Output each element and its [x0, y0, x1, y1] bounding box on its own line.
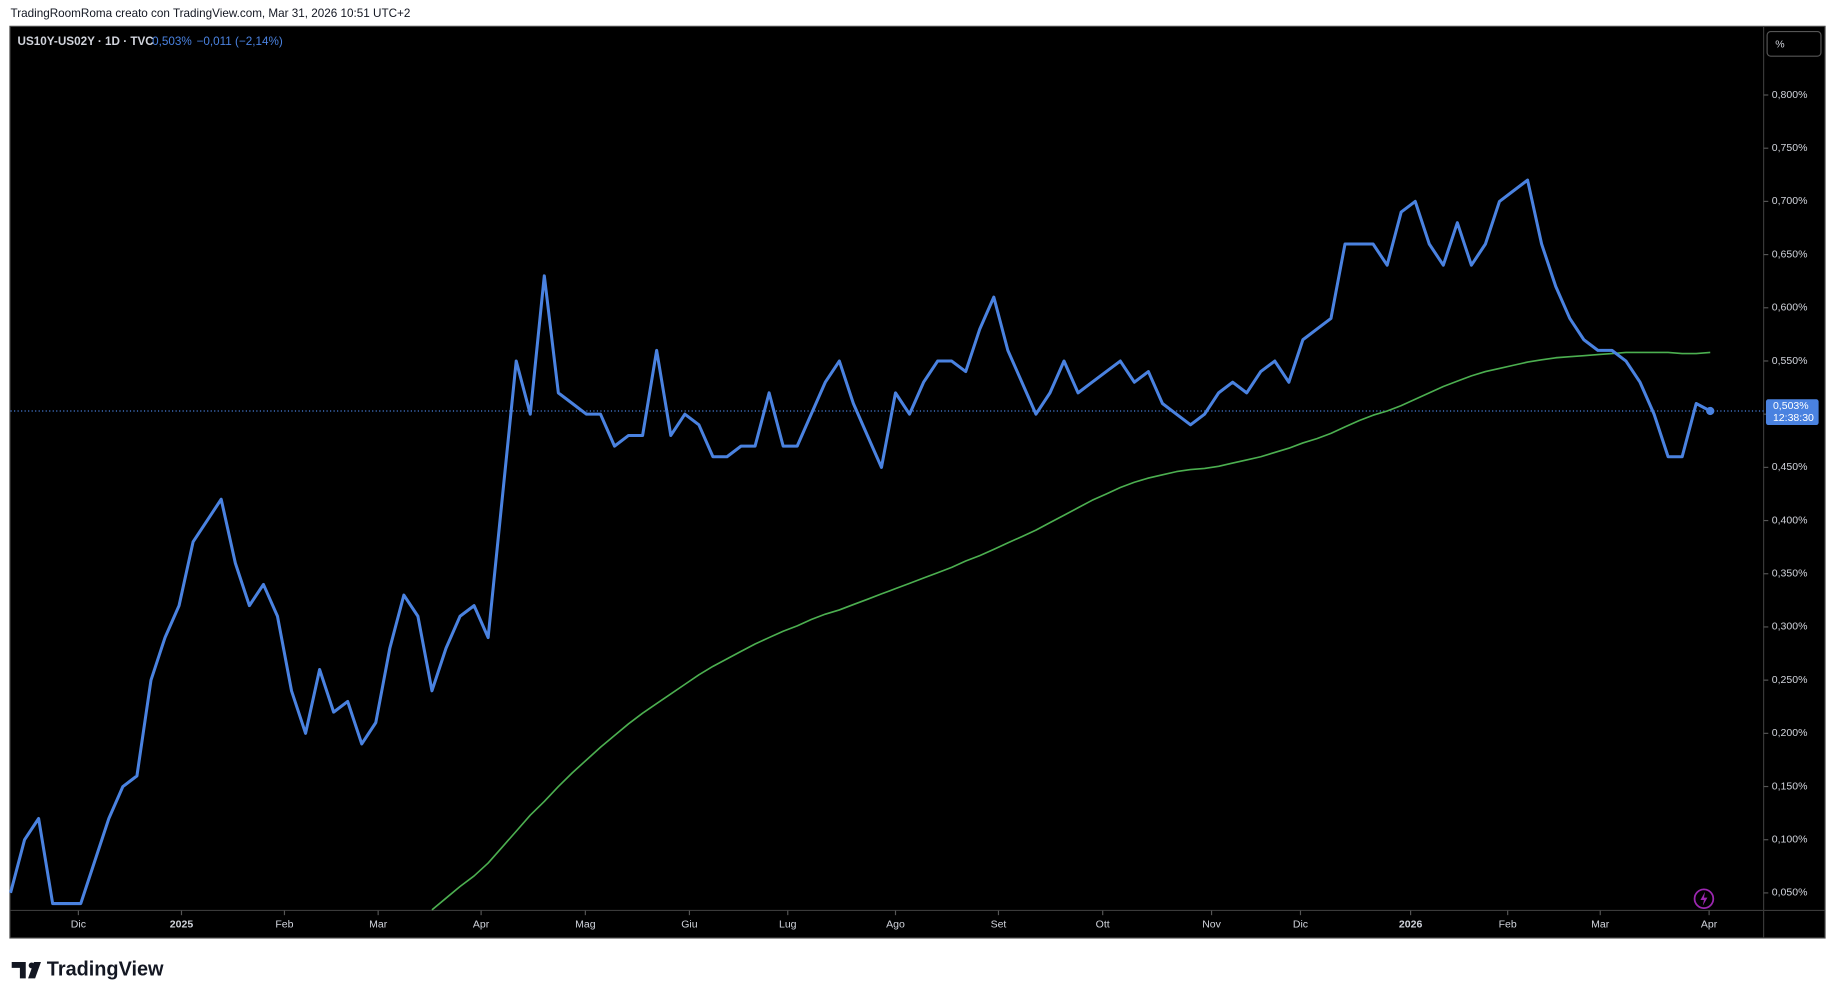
scale-button[interactable]: [1766, 31, 1822, 57]
y-tick-label: 0,300%: [1772, 621, 1808, 633]
x-tick-label: Mar: [1591, 918, 1610, 930]
tradingview-logo: TradingView: [11, 958, 164, 980]
y-tick-label: 0,450%: [1772, 461, 1808, 473]
x-tick-label: Nov: [1202, 918, 1221, 930]
y-tick-label: 0,700%: [1772, 195, 1808, 207]
x-tick-label: Dic: [71, 918, 86, 930]
price-tag-value: 0,503%: [1773, 400, 1809, 412]
x-tick-label: 2025: [170, 918, 194, 930]
y-tick-label: 0,100%: [1772, 834, 1808, 846]
scale-button-label[interactable]: %: [1775, 38, 1784, 50]
x-tick-label: Apr: [473, 918, 490, 930]
x-tick-label: Ago: [886, 918, 905, 930]
lightning-circle[interactable]: [1693, 888, 1715, 910]
lightning-bolt[interactable]: [1700, 891, 1708, 906]
series-line: [431, 351, 1711, 911]
x-tick-label: Apr: [1701, 918, 1718, 930]
y-tick-label: 0,250%: [1772, 674, 1808, 686]
x-tick-label: Mar: [369, 918, 388, 930]
x-tick-label: Giu: [681, 918, 698, 930]
x-tick-label: Mag: [575, 918, 596, 930]
price-tag-countdown: 12:38:30: [1773, 412, 1814, 424]
y-tick-label: 0,050%: [1772, 887, 1808, 899]
plot: 0,050% 0,100% 0,150% 0,200% 0,250% 0,300% 0,35…: [9, 89, 1819, 930]
x-tick-label: Feb: [1499, 918, 1517, 930]
attribution: TradingRoomRoma creato con TradingView.c…: [11, 7, 411, 20]
symbol-label: US10Y-US02Y · 1D · TVC: [18, 35, 155, 48]
y-tick-label: 0,800%: [1772, 89, 1808, 101]
y-tick-label: 0,650%: [1772, 248, 1808, 260]
x-tick-label: 2026: [1399, 918, 1423, 930]
y-tick-label: 0,400%: [1772, 514, 1808, 526]
legend-price: 0,503%: [152, 35, 192, 48]
y-tick-label: 0,150%: [1772, 780, 1808, 792]
last-point: [1706, 406, 1715, 416]
lightning-icon[interactable]: [1693, 888, 1715, 910]
legend-change: −0,011 (−2,14%): [197, 35, 283, 48]
series-line: [9, 178, 1711, 906]
y-tick-label: 0,600%: [1772, 302, 1808, 314]
price-tag: [1765, 399, 1819, 426]
x-tick-label: Ott: [1096, 918, 1110, 930]
y-tick-label: 0,550%: [1772, 355, 1808, 367]
y-tick-label: 0,350%: [1772, 568, 1808, 580]
logo-text: TradingView: [47, 958, 164, 980]
chart-frame: [9, 25, 1826, 939]
logo-dot: [28, 962, 35, 969]
x-tick-label: Dic: [1293, 918, 1308, 930]
y-tick-label: 0,750%: [1772, 142, 1808, 154]
y-tick-label: 0,200%: [1772, 727, 1808, 739]
x-tick-label: Lug: [779, 918, 797, 930]
x-tick-label: Set: [991, 918, 1007, 930]
x-tick-label: Feb: [275, 918, 293, 930]
